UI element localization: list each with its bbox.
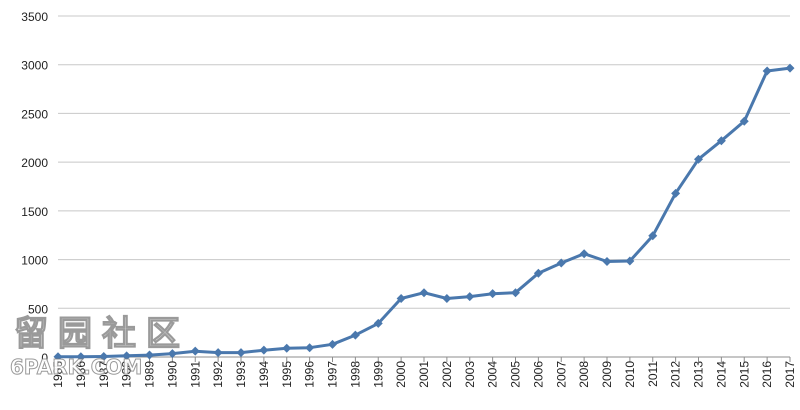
data-point-2008 (579, 249, 589, 259)
y-tick-label-1000: 1000 (21, 254, 48, 268)
data-point-2016 (762, 66, 772, 76)
x-tick-label-1996: 1996 (303, 361, 317, 388)
x-tick-label-1994: 1994 (257, 361, 271, 388)
x-tick-label-1992: 1992 (211, 361, 225, 388)
data-point-1990 (167, 349, 177, 359)
x-tick-label-2003: 2003 (463, 361, 477, 388)
x-tick-label-1995: 1995 (280, 361, 294, 388)
y-tick-label-0: 0 (41, 351, 48, 365)
x-tick-label-1988: 1988 (120, 361, 134, 388)
x-tick-label-2008: 2008 (577, 361, 591, 388)
x-tick-label-1985: 1985 (51, 361, 65, 388)
x-tick-label-1987: 1987 (97, 361, 111, 388)
data-point-1992 (213, 348, 223, 358)
x-tick-label-1986: 1986 (74, 361, 88, 388)
x-tick-label-2007: 2007 (554, 361, 568, 388)
data-point-2014 (716, 136, 726, 146)
watermark-english: 6PARK.COM (10, 355, 142, 379)
data-point-1997 (328, 339, 337, 349)
data-point-1987 (99, 352, 109, 362)
data-point-2003 (465, 292, 475, 302)
data-point-1989 (145, 350, 154, 360)
data-point-1998 (350, 330, 360, 340)
x-tick-label-1999: 1999 (371, 361, 385, 388)
data-point-2001 (419, 288, 429, 298)
x-tick-label-2001: 2001 (417, 361, 431, 388)
data-point-1993 (236, 348, 246, 358)
data-point-1995 (282, 343, 292, 353)
x-tick-label-2014: 2014 (714, 361, 728, 388)
x-tick-label-2000: 2000 (394, 361, 408, 388)
x-tick-label-1998: 1998 (348, 361, 362, 388)
x-tick-label-2010: 2010 (623, 361, 637, 388)
data-point-2012 (671, 188, 681, 198)
y-tick-label-500: 500 (28, 302, 48, 316)
x-tick-label-2004: 2004 (486, 361, 500, 388)
y-tick-label-3500: 3500 (21, 10, 48, 24)
x-tick-label-2015: 2015 (737, 361, 751, 388)
data-point-2002 (442, 294, 452, 304)
x-axis-ticks: 1985 1986 1987 1988 1989 1990 1991 1992 1993 1994… (51, 357, 797, 388)
x-tick-label-2005: 2005 (509, 361, 523, 388)
x-tick-label-2012: 2012 (669, 361, 683, 388)
series-group (53, 63, 795, 362)
data-point-2013 (694, 154, 703, 164)
x-tick-label-2011: 2011 (646, 361, 660, 387)
data-point-1986 (76, 352, 86, 362)
data-point-1996 (305, 343, 315, 353)
x-tick-label-2009: 2009 (600, 361, 614, 388)
data-point-2009 (602, 257, 612, 267)
data-point-2017 (785, 63, 795, 73)
watermark: 留园社区 6PARK.COM (10, 313, 190, 379)
x-tick-label-1989: 1989 (143, 361, 157, 388)
data-point-2004 (488, 289, 498, 299)
data-point-1994 (259, 345, 269, 355)
x-tick-label-1991: 1991 (188, 361, 202, 388)
y-axis-ticks: 0 500 1000 1500 2000 2500 3000 3500 (21, 10, 48, 365)
watermark-chinese: 留园社区 (14, 314, 190, 354)
data-point-2006 (533, 268, 543, 278)
x-tick-label-2002: 2002 (440, 361, 454, 388)
data-point-1988 (122, 351, 132, 361)
x-tick-label-1997: 1997 (326, 361, 340, 388)
x-tick-label-1990: 1990 (165, 361, 179, 388)
data-point-2007 (556, 258, 566, 268)
x-tick-label-2017: 2017 (783, 361, 797, 388)
data-point-2005 (511, 288, 520, 298)
x-tick-label-1993: 1993 (234, 361, 248, 388)
y-tick-label-2500: 2500 (21, 107, 48, 121)
gridlines (58, 15, 790, 358)
x-tick-label-2016: 2016 (760, 361, 774, 388)
data-point-2010 (625, 256, 635, 266)
x-tick-label-2006: 2006 (531, 361, 545, 388)
y-tick-label-2000: 2000 (21, 156, 48, 170)
data-point-2015 (739, 116, 749, 126)
data-point-1999 (373, 318, 383, 328)
data-point-1991 (190, 346, 200, 356)
x-tick-label-2013: 2013 (692, 361, 706, 388)
y-tick-label-3000: 3000 (21, 59, 48, 73)
data-point-2011 (648, 231, 658, 241)
data-point-2000 (396, 294, 406, 304)
data-point-1985 (53, 352, 63, 362)
y-tick-label-1500: 1500 (21, 205, 48, 219)
